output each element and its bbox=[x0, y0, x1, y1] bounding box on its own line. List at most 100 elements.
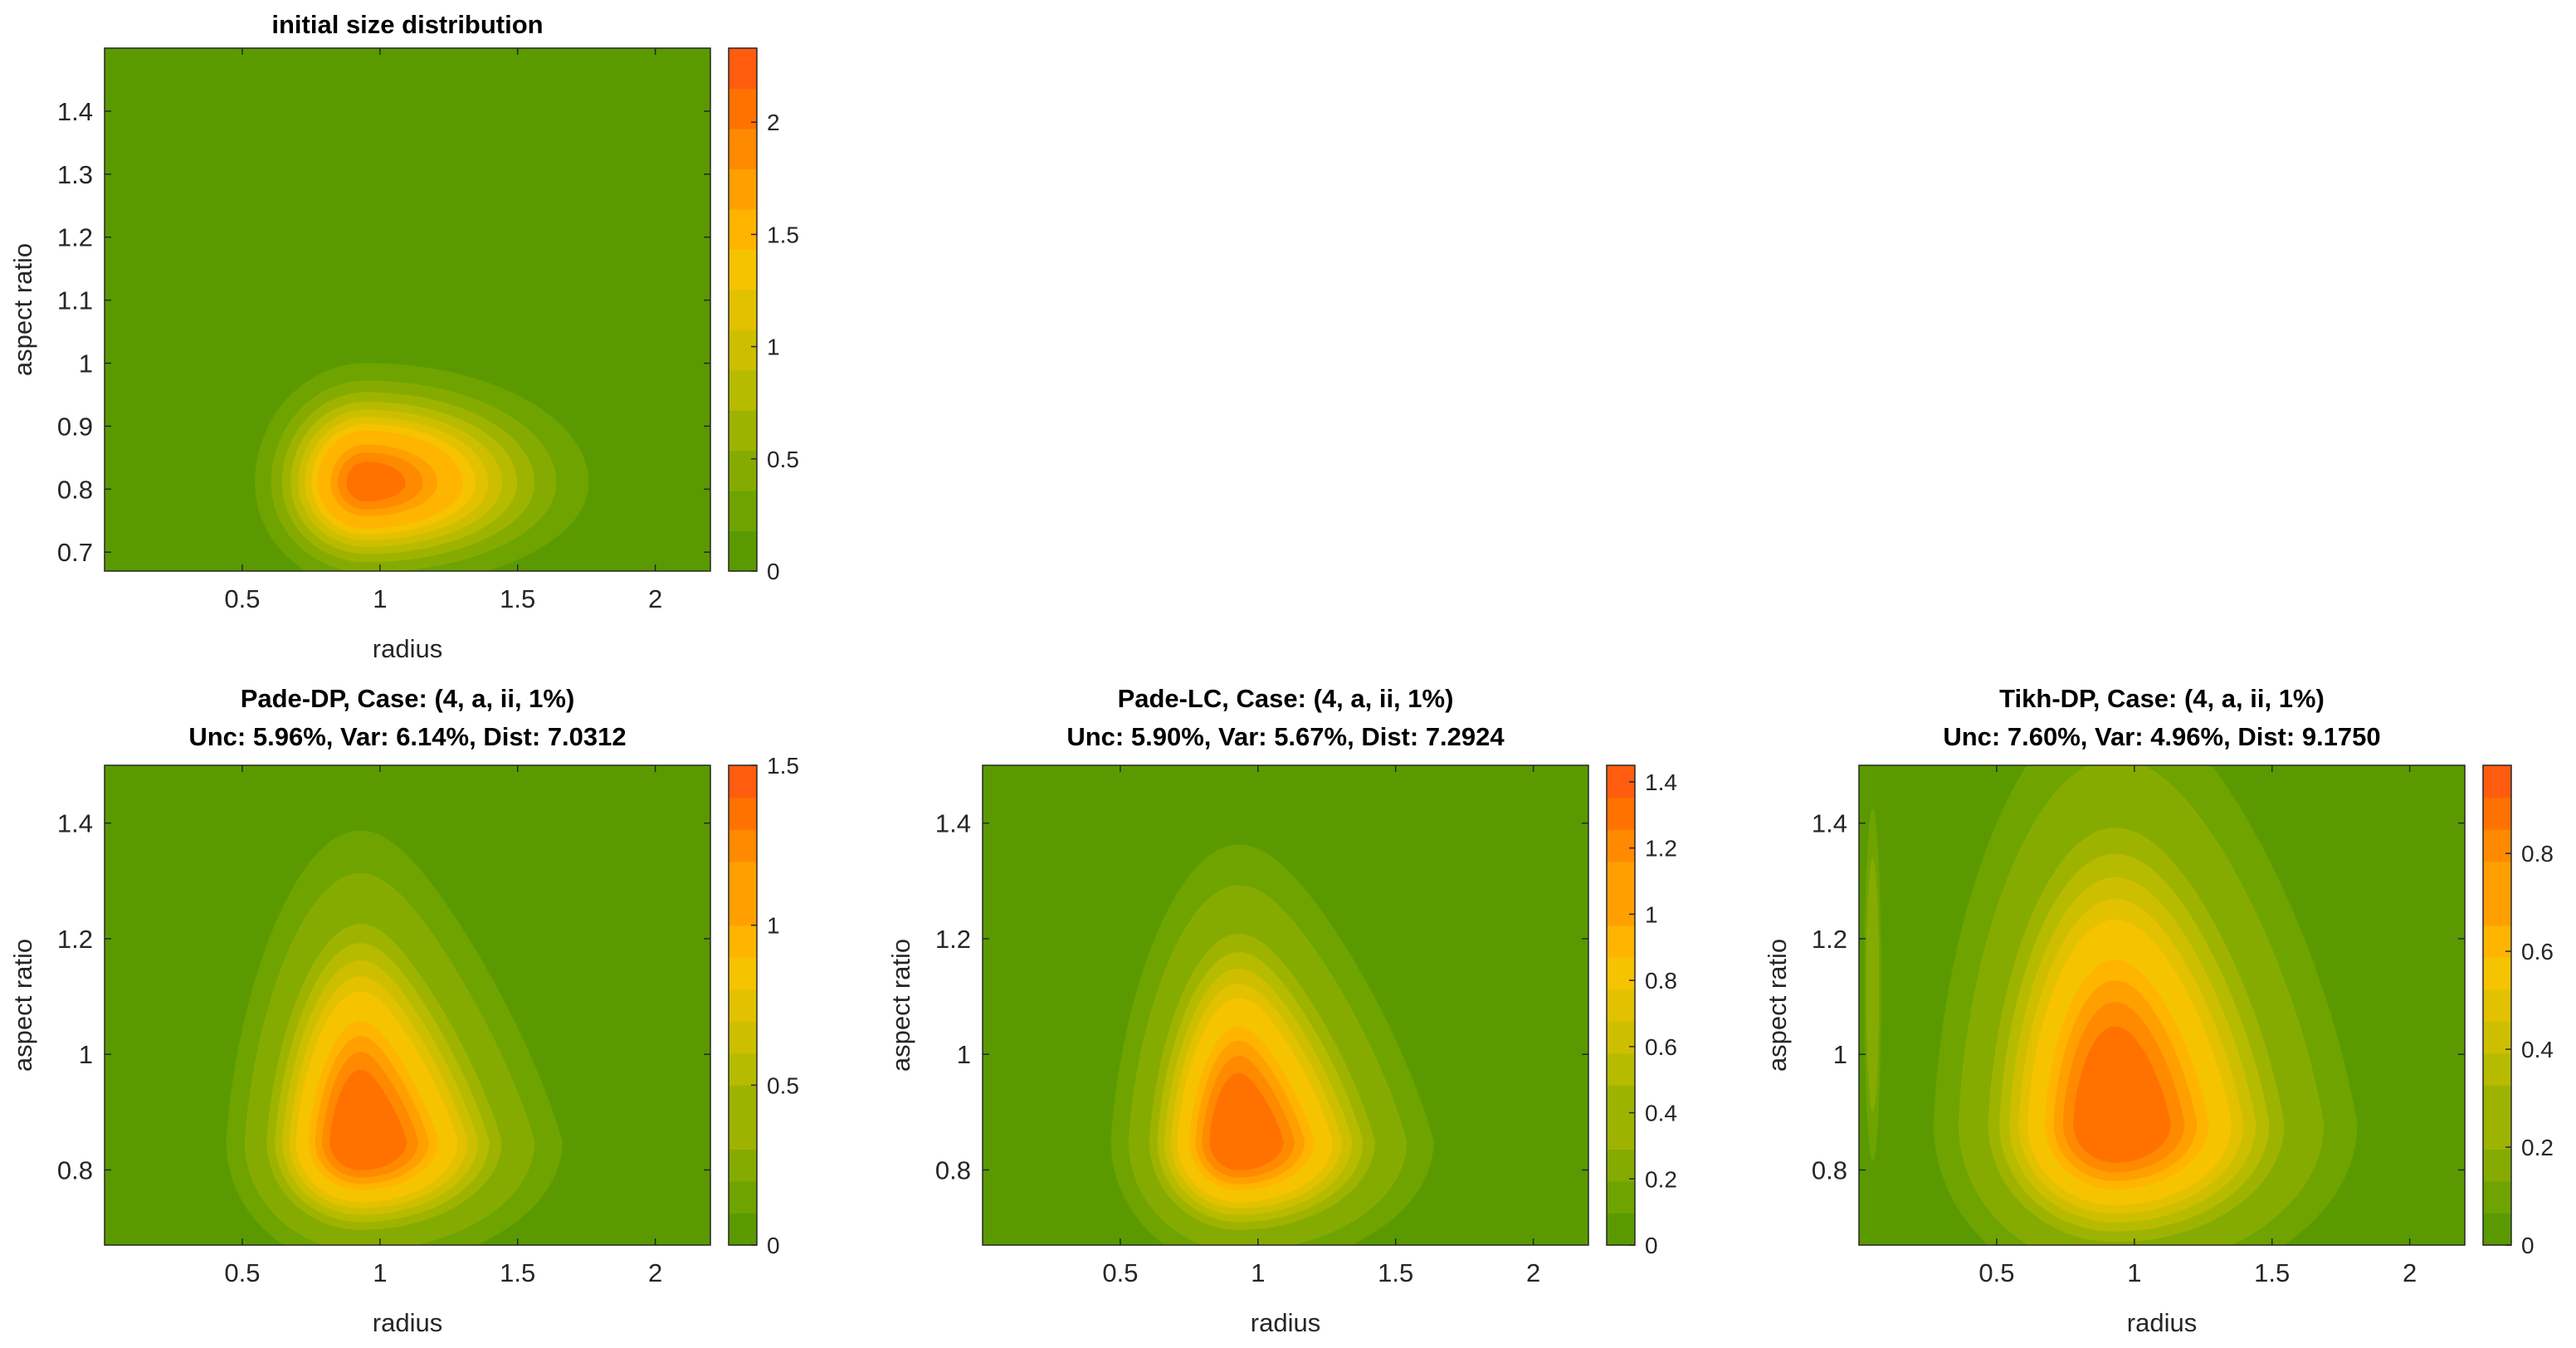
heatmap-plot-area bbox=[1859, 765, 2465, 1245]
colorbar-swatch bbox=[2483, 829, 2511, 862]
y-tick-label: 0.8 bbox=[1812, 1155, 1847, 1184]
colorbar-swatch bbox=[1607, 1116, 1635, 1150]
contour-band bbox=[1218, 1093, 1271, 1162]
panel-tikh-dp: Tikh-DP, Case: (4, a, ii, 1%) Unc: 7.60%… bbox=[1763, 684, 2554, 1337]
colorbar-swatch bbox=[729, 168, 757, 210]
x-tick-label: 1.5 bbox=[2254, 1258, 2290, 1287]
y-tick-label: 1 bbox=[79, 349, 93, 379]
colorbar-tick-label: 0.2 bbox=[2521, 1135, 2554, 1160]
y-axis: 0.8 1 1.2 1.4 bbox=[1812, 809, 2465, 1184]
colorbar-tick-label: 1.4 bbox=[1645, 769, 1677, 795]
y-tick-label: 0.8 bbox=[935, 1155, 971, 1184]
colorbar-tick-label: 0 bbox=[1645, 1233, 1658, 1258]
contour-band bbox=[1868, 906, 1877, 1063]
colorbar: 0 0.5 1 1.5 bbox=[728, 753, 799, 1258]
colorbar-swatch bbox=[729, 1053, 757, 1086]
colorbar-swatch bbox=[1607, 1053, 1635, 1086]
colorbar-swatch bbox=[2483, 925, 2511, 958]
colorbar-tick-label: 1 bbox=[1645, 901, 1658, 927]
colorbar-swatch bbox=[1607, 797, 1635, 830]
x-axis-label: radius bbox=[1251, 1308, 1320, 1337]
colorbar-swatch bbox=[729, 957, 757, 990]
colorbar-swatch bbox=[729, 1116, 757, 1150]
contour-layer bbox=[255, 363, 589, 571]
chart-subtitle: Unc: 7.60%, Var: 4.96%, Dist: 9.1750 bbox=[1943, 722, 2380, 751]
y-axis-label: aspect ratio bbox=[8, 939, 37, 1072]
colorbar-swatch bbox=[729, 989, 757, 1022]
x-tick-label: 1.5 bbox=[500, 584, 535, 613]
x-axis-label: radius bbox=[373, 634, 442, 663]
y-tick-label: 0.7 bbox=[57, 538, 93, 567]
colorbar-swatch bbox=[2483, 1213, 2511, 1246]
colorbar-swatch bbox=[1607, 1180, 1635, 1214]
colorbar-tick-label: 1.2 bbox=[1645, 836, 1677, 862]
y-tick-label: 0.8 bbox=[57, 1155, 93, 1184]
x-axis: 0.5 1 1.5 2 bbox=[1102, 765, 1540, 1287]
colorbar-swatch bbox=[2483, 957, 2511, 990]
y-tick-label: 0.8 bbox=[57, 475, 93, 504]
colorbar-swatch bbox=[729, 330, 757, 371]
y-tick-label: 1.1 bbox=[57, 286, 93, 315]
y-tick-label: 1.2 bbox=[57, 925, 93, 954]
y-tick-label: 1 bbox=[957, 1040, 971, 1069]
y-axis-label: aspect ratio bbox=[1763, 939, 1792, 1072]
y-axis-label: aspect ratio bbox=[8, 243, 37, 376]
chart-title: Tikh-DP, Case: (4, a, ii, 1%) bbox=[1999, 684, 2325, 713]
colorbar-swatch bbox=[729, 48, 757, 90]
heatmap-plot-area bbox=[105, 765, 710, 1245]
colorbar-swatch bbox=[729, 893, 757, 926]
colorbar-tick-label: 0.6 bbox=[1645, 1034, 1677, 1060]
x-tick-label: 2 bbox=[648, 1258, 662, 1287]
axes-frame bbox=[982, 764, 1589, 1246]
contour-band bbox=[2086, 1056, 2154, 1151]
x-tick-label: 0.5 bbox=[224, 1258, 260, 1287]
colorbar-frame bbox=[728, 47, 758, 572]
colorbar-swatch bbox=[2483, 797, 2511, 830]
colorbar-swatch bbox=[729, 369, 757, 411]
colorbar-swatch bbox=[729, 1213, 757, 1246]
x-tick-label: 1 bbox=[1251, 1258, 1265, 1287]
colorbar-tick-label: 0 bbox=[2521, 1233, 2535, 1258]
x-axis: 0.5 1 1.5 2 bbox=[1978, 765, 2417, 1287]
colorbar-tick-label: 0 bbox=[767, 559, 780, 584]
colorbar-tick-label: 0.4 bbox=[1645, 1101, 1677, 1126]
y-axis: 0.8 1 1.2 1.4 bbox=[57, 809, 710, 1184]
y-tick-label: 1.4 bbox=[1812, 809, 1847, 838]
colorbar-swatch bbox=[2483, 1180, 2511, 1214]
colorbar-frame bbox=[2482, 764, 2512, 1246]
contour-layer bbox=[1864, 765, 2358, 1245]
x-tick-label: 0.5 bbox=[224, 584, 260, 613]
x-axis-label: radius bbox=[373, 1308, 442, 1337]
x-tick-label: 2 bbox=[1526, 1258, 1540, 1287]
colorbar-tick-label: 1 bbox=[767, 913, 780, 939]
colorbar-swatch bbox=[729, 208, 757, 250]
x-tick-label: 1.5 bbox=[500, 1258, 535, 1287]
colorbar-tick-label: 0.6 bbox=[2521, 939, 2554, 965]
colorbar-tick-label: 0.4 bbox=[2521, 1037, 2554, 1062]
x-tick-label: 0.5 bbox=[1102, 1258, 1138, 1287]
colorbar-swatch bbox=[729, 765, 757, 799]
chart-subtitle: Unc: 5.96%, Var: 6.14%, Dist: 7.0312 bbox=[188, 722, 626, 751]
y-tick-label: 1.2 bbox=[1812, 925, 1847, 954]
colorbar-swatch bbox=[729, 1085, 757, 1118]
y-tick-label: 1 bbox=[79, 1040, 93, 1069]
colorbar-swatch bbox=[2483, 765, 2511, 799]
colorbar: 0 0.5 1 1.5 2 bbox=[728, 47, 799, 584]
x-tick-label: 2 bbox=[648, 584, 662, 613]
colorbar-frame bbox=[728, 764, 758, 1246]
y-tick-label: 1.2 bbox=[57, 223, 93, 252]
colorbar-swatch bbox=[729, 491, 757, 532]
colorbar-swatch bbox=[1607, 1213, 1635, 1246]
colorbar-tick-label: 0.5 bbox=[767, 447, 799, 472]
colorbar-swatch bbox=[729, 128, 757, 169]
x-axis: 0.5 1 1.5 2 bbox=[224, 48, 662, 613]
colorbar-swatch bbox=[1607, 989, 1635, 1022]
y-axis: 0.7 0.8 0.9 1 1.1 1.2 1.3 1.4 bbox=[57, 97, 710, 567]
panel-pade-lc: Pade-LC, Case: (4, a, ii, 1%) Unc: 5.90%… bbox=[886, 684, 1677, 1337]
x-tick-label: 1 bbox=[373, 1258, 387, 1287]
y-tick-label: 1 bbox=[1833, 1040, 1847, 1069]
colorbar-swatch bbox=[2483, 1085, 2511, 1118]
colorbar-swatch bbox=[729, 797, 757, 830]
colorbar-swatch bbox=[2483, 1021, 2511, 1054]
colorbar-swatch bbox=[729, 530, 757, 572]
